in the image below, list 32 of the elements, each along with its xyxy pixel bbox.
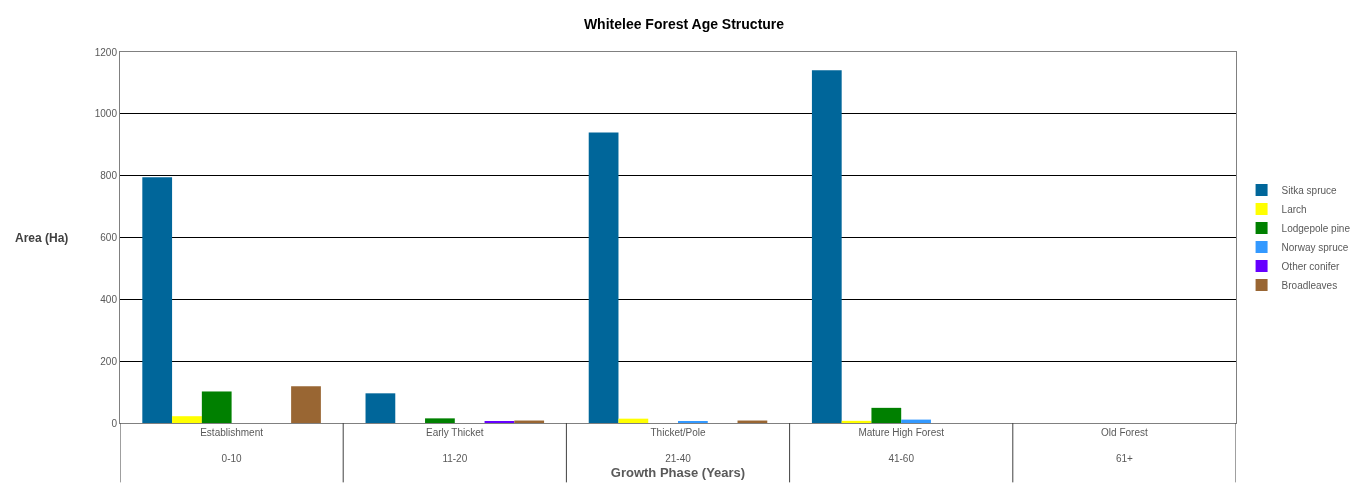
- legend-label: Broadleaves: [1281, 279, 1338, 291]
- bar: [618, 418, 649, 423]
- category-label: Old Forest 61+: [1101, 427, 1148, 464]
- bar: [425, 418, 455, 423]
- legend-label: Norway spruce: [1281, 241, 1349, 253]
- bar: [365, 393, 396, 423]
- category-label: Establishment 0-10: [200, 427, 264, 464]
- y-tick-label: 600: [100, 232, 118, 243]
- bar: [871, 407, 902, 423]
- y-tick-label: 1000: [94, 108, 118, 120]
- category-label: Mature High Forest 41-60: [858, 427, 944, 464]
- x-axis-title: Growth Phase (Years): [610, 464, 746, 480]
- y-tick-label: 400: [100, 293, 118, 305]
- bar: [142, 177, 173, 423]
- category-label: Thicket/Pole 21-40: [650, 427, 706, 464]
- y-tick-label: 1200: [94, 46, 118, 58]
- legend-label: Other conifer: [1281, 260, 1341, 272]
- bar: [201, 391, 232, 423]
- legend-label: Larch: [1281, 203, 1307, 215]
- y-tick-label: 200: [100, 355, 118, 367]
- bar: [841, 420, 872, 423]
- y-tick-label: 800: [100, 170, 118, 182]
- y-tick-label: 0: [111, 417, 118, 429]
- bar: [172, 416, 202, 423]
- category-label: Early Thicket 11-20: [425, 427, 484, 464]
- bar: [291, 386, 321, 423]
- bar: [588, 132, 619, 423]
- chart-title: Whitelee Forest Age Structure: [583, 16, 785, 33]
- bar: [811, 70, 842, 423]
- legend-label: Lodgepole pine: [1281, 222, 1351, 234]
- y-axis-title: Area (Ha): [15, 231, 69, 245]
- legend-label: Sitka spruce: [1281, 184, 1338, 196]
